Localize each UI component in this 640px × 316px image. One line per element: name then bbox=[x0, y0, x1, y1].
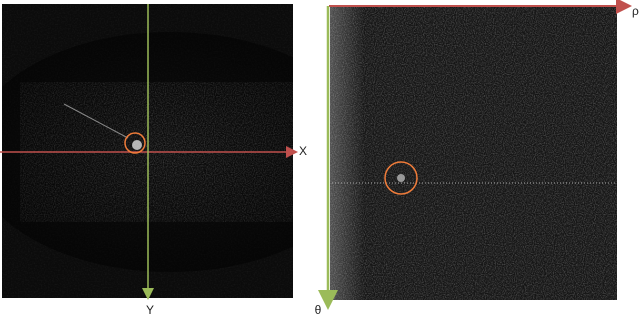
axis-label: θ bbox=[315, 303, 322, 316]
axis-label: Y bbox=[146, 303, 154, 316]
hough-panel: ρ θ bbox=[315, 0, 639, 316]
highlight-circle bbox=[384, 161, 418, 195]
spectrum-panel: X Y bbox=[0, 4, 307, 316]
axis-label: X bbox=[299, 144, 307, 158]
axis-label: ρ bbox=[632, 4, 639, 18]
highlight-circle bbox=[124, 132, 146, 154]
